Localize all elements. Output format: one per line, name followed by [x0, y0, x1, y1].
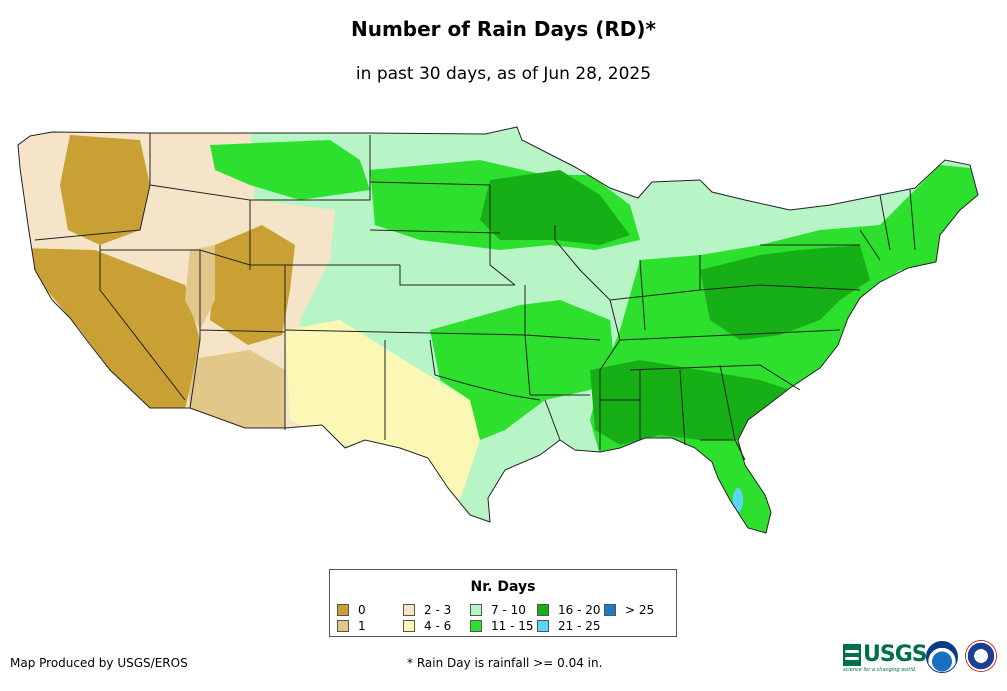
legend-swatch	[537, 604, 549, 616]
legend-swatch	[403, 620, 415, 632]
legend-item-over-25: > 25	[604, 603, 654, 617]
legend-label: 1	[358, 619, 366, 633]
agency-logos: USGS science for a changing world	[843, 640, 1003, 680]
legend-item-1: 1	[337, 619, 366, 633]
legend-label: 7 - 10	[491, 603, 526, 617]
map-title: Number of Rain Days (RD)*	[350, 17, 656, 41]
legend-swatch	[604, 604, 616, 616]
legend-label: 16 - 20	[558, 603, 601, 617]
region-0-utah-colorado	[210, 225, 295, 345]
region-11-15-south-central	[430, 300, 615, 440]
legend-label: 4 - 6	[424, 619, 452, 633]
map-subtitle: in past 30 days, as of Jun 28, 2025	[355, 64, 652, 84]
rain-days-map	[17, 126, 979, 534]
legend-swatch	[537, 620, 549, 632]
rain-days-fill	[18, 127, 978, 533]
legend-item-11-15: 11 - 15	[470, 619, 534, 633]
border-lines-east	[554, 189, 916, 450]
region-4-6-southwest	[285, 320, 480, 500]
usgs-logo: USGS	[843, 642, 928, 667]
legend-swatch	[337, 604, 349, 616]
legend-title: Nr. Days	[470, 579, 536, 595]
noaa-logo-icon	[926, 641, 958, 673]
legend-item-7-10: 7 - 10	[470, 603, 526, 617]
region-16-20-appalachia	[700, 245, 870, 340]
legend-label: 21 - 25	[558, 619, 601, 633]
usgs-tagline: science for a changing world	[843, 667, 915, 673]
map-legend: Nr. Days 0 1 2 - 3 4 - 6 7 - 10 11 - 15 …	[329, 569, 677, 637]
usgs-wave-icon	[843, 643, 861, 666]
legend-item-16-20: 16 - 20	[537, 603, 601, 617]
legend-item-0: 0	[337, 603, 366, 617]
legend-item-4-6: 4 - 6	[403, 619, 451, 633]
legend-label: 11 - 15	[491, 619, 534, 633]
usgs-wordmark: USGS	[863, 642, 928, 667]
border-lines-west	[34, 133, 400, 430]
legend-item-21-25: 21 - 25	[537, 619, 601, 633]
nws-logo-icon	[965, 640, 997, 672]
state-borders	[17, 126, 979, 534]
region-0-oregon-idaho	[60, 135, 150, 245]
legend-label: 0	[358, 603, 366, 617]
legend-item-2-3: 2 - 3	[403, 603, 451, 617]
rain-day-footnote: * Rain Day is rainfall >= 0.04 in.	[407, 656, 603, 670]
legend-label: > 25	[625, 603, 655, 617]
region-11-15-north-plains	[210, 140, 370, 200]
legend-swatch	[470, 604, 482, 616]
legend-swatch	[403, 604, 415, 616]
legend-label: 2 - 3	[424, 603, 452, 617]
legend-swatch	[337, 620, 349, 632]
region-16-20-great-lakes	[480, 170, 630, 245]
us-outline	[17, 126, 979, 534]
map-credit: Map Produced by USGS/EROS	[10, 656, 188, 670]
region-1-southwest	[185, 350, 285, 430]
region-0-california-nevada	[20, 248, 200, 410]
border-lines-south	[524, 334, 746, 461]
region-21-25-florida	[733, 488, 743, 512]
legend-swatch	[470, 620, 482, 632]
